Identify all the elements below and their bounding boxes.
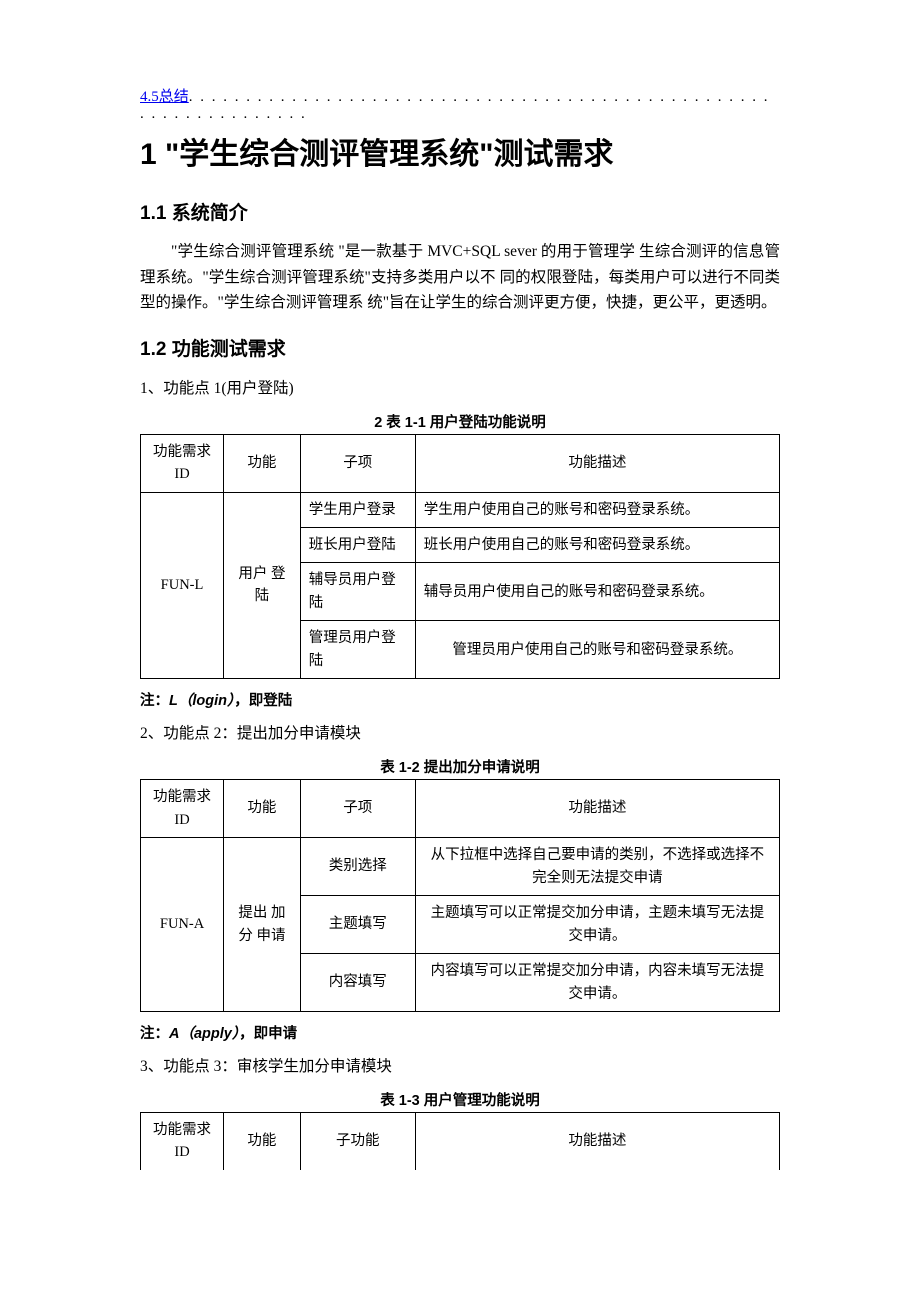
cell-desc: 学生用户使用自己的账号和密码登录系统。 (415, 492, 779, 527)
th-func: 功能 (224, 780, 301, 838)
feature-point-3-lead: 3、功能点 3：审核学生加分申请模块 (140, 1053, 780, 1081)
table-row: FUN-L 用户 登陆 学生用户登录 学生用户使用自己的账号和密码登录系统。 (141, 492, 780, 527)
th-sub: 子项 (300, 780, 415, 838)
cell-desc: 内容填写可以正常提交加分申请，内容未填写无法提交申请。 (415, 954, 779, 1012)
th-id: 功能需求ID (141, 434, 224, 492)
cell-desc: 主题填写可以正常提交加分申请，主题未填写无法提交申请。 (415, 896, 779, 954)
table-1-1-note: 注：L（login），即登陆 (140, 689, 780, 710)
table-1-2-note: 注：A（apply），即申请 (140, 1022, 780, 1043)
note-suffix: ，即登陆 (234, 693, 292, 709)
th-id: 功能需求ID (141, 780, 224, 838)
cell-sub: 主题填写 (300, 896, 415, 954)
note-emphasis: L（login） (169, 693, 234, 709)
table-1-2: 功能需求ID 功能 子项 功能描述 FUN-A 提出 加分 申请 类别选择 从下… (140, 779, 780, 1012)
th-desc: 功能描述 (415, 1112, 779, 1169)
table-1-1: 功能需求ID 功能 子项 功能描述 FUN-L 用户 登陆 学生用户登录 学生用… (140, 434, 780, 680)
cell-desc: 管理员用户使用自己的账号和密码登录系统。 (415, 621, 779, 679)
table-header-row: 功能需求ID 功能 子项 功能描述 (141, 780, 780, 838)
th-desc: 功能描述 (415, 780, 779, 838)
cell-desc: 班长用户使用自己的账号和密码登录系统。 (415, 527, 779, 562)
chapter-title: "学生综合测评管理系统"测试需求 (165, 138, 613, 171)
toc-link-4-5[interactable]: 4.5总结 (140, 89, 189, 105)
th-desc: 功能描述 (415, 434, 779, 492)
document-page: 4.5总结. . . . . . . . . . . . . . . . . .… (0, 0, 920, 1302)
cell-id: FUN-L (141, 492, 224, 679)
note-prefix: 注： (140, 1026, 169, 1042)
cell-sub: 类别选择 (300, 838, 415, 896)
table-1-3-caption: 表 1-3 用户管理功能说明 (140, 1089, 780, 1110)
feature-point-1-lead: 1、功能点 1(用户登陆) (140, 375, 780, 403)
note-emphasis: A（apply） (169, 1026, 239, 1042)
toc-entry: 4.5总结. . . . . . . . . . . . . . . . . .… (140, 85, 780, 123)
cell-desc: 辅导员用户使用自己的账号和密码登录系统。 (415, 563, 779, 621)
cell-func: 用户 登陆 (224, 492, 301, 679)
cell-sub: 学生用户登录 (300, 492, 415, 527)
table-header-row: 功能需求ID 功能 子项 功能描述 (141, 434, 780, 492)
cell-sub: 管理员用户登陆 (300, 621, 415, 679)
table-1-3: 功能需求ID 功能 子功能 功能描述 (140, 1112, 780, 1170)
cell-sub: 内容填写 (300, 954, 415, 1012)
note-suffix: ，即申请 (239, 1026, 297, 1042)
th-sub: 子项 (300, 434, 415, 492)
chapter-heading: 1 "学生综合测评管理系统"测试需求 (140, 135, 780, 174)
th-func: 功能 (224, 434, 301, 492)
note-prefix: 注： (140, 693, 169, 709)
feature-point-2-lead: 2、功能点 2：提出加分申请模块 (140, 720, 780, 748)
table-row: FUN-A 提出 加分 申请 类别选择 从下拉框中选择自己要申请的类别，不选择或… (141, 838, 780, 896)
cell-id: FUN-A (141, 838, 224, 1012)
table-1-2-caption: 表 1-2 提出加分申请说明 (140, 756, 780, 777)
cell-sub: 辅导员用户登陆 (300, 563, 415, 621)
table-1-1-caption: 2 表 1-1 用户登陆功能说明 (140, 411, 780, 432)
toc-leader-dots: . . . . . . . . . . . . . . . . . . . . … (140, 89, 770, 122)
th-id: 功能需求ID (141, 1112, 224, 1169)
section-1-1-heading: 1.1 系统简介 (140, 198, 780, 225)
cell-desc: 从下拉框中选择自己要申请的类别，不选择或选择不完全则无法提交申请 (415, 838, 779, 896)
th-func: 功能 (224, 1112, 301, 1169)
table-header-row: 功能需求ID 功能 子功能 功能描述 (141, 1112, 780, 1169)
section-1-2-heading: 1.2 功能测试需求 (140, 334, 780, 361)
cell-sub: 班长用户登陆 (300, 527, 415, 562)
chapter-number: 1 (140, 138, 157, 171)
section-1-1-paragraph: "学生综合测评管理系统 "是一款基于 MVC+SQL sever 的用于管理学 … (140, 239, 780, 316)
cell-func: 提出 加分 申请 (224, 838, 301, 1012)
th-sub: 子功能 (300, 1112, 415, 1169)
